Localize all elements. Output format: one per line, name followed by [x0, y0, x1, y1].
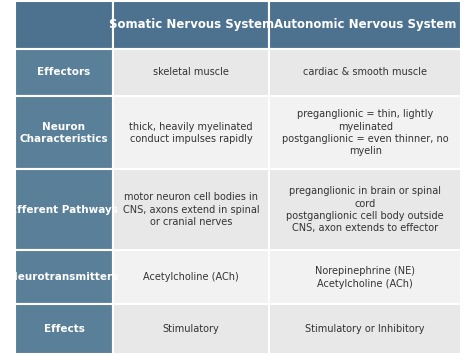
Bar	[113, 96, 269, 169]
Text: motor neuron cell bodies in
CNS, axons extend in spinal
or cranial nerves: motor neuron cell bodies in CNS, axons e…	[123, 192, 259, 227]
Text: preganglionic in brain or spinal
cord
postganglionic cell body outside
CNS, axon: preganglionic in brain or spinal cord po…	[286, 186, 444, 233]
Bar	[113, 169, 269, 250]
Bar	[15, 169, 113, 250]
Bar	[269, 304, 461, 354]
Text: cardiac & smooth muscle: cardiac & smooth muscle	[303, 67, 427, 77]
Bar	[15, 304, 113, 354]
Text: Efferent Pathways: Efferent Pathways	[10, 205, 118, 215]
Text: Effects: Effects	[44, 324, 84, 334]
Bar	[269, 49, 461, 96]
Text: thick, heavily myelinated
conduct impulses rapidly: thick, heavily myelinated conduct impuls…	[129, 121, 253, 144]
Bar	[113, 304, 269, 354]
Text: Effectors: Effectors	[37, 67, 91, 77]
Text: preganglionic = thin, lightly
myelinated
postganglionic = even thinner, no
myeli: preganglionic = thin, lightly myelinated…	[282, 109, 448, 157]
Text: Acetylcholine (ACh): Acetylcholine (ACh)	[143, 272, 239, 282]
Bar	[15, 250, 113, 304]
Bar	[269, 96, 461, 169]
Bar	[113, 1, 269, 49]
Bar	[269, 169, 461, 250]
Text: Somatic Nervous System: Somatic Nervous System	[109, 18, 273, 31]
Text: Neuron
Characteristics: Neuron Characteristics	[20, 121, 108, 144]
Text: skeletal muscle: skeletal muscle	[153, 67, 229, 77]
Text: Stimulatory: Stimulatory	[163, 324, 219, 334]
Bar	[269, 1, 461, 49]
Bar	[269, 250, 461, 304]
Text: Stimulatory or Inhibitory: Stimulatory or Inhibitory	[305, 324, 425, 334]
Bar	[113, 49, 269, 96]
Text: Neurotransmitters: Neurotransmitters	[9, 272, 119, 282]
Bar	[15, 49, 113, 96]
Bar	[15, 96, 113, 169]
Bar	[15, 1, 113, 49]
Bar	[113, 250, 269, 304]
Text: Norepinephrine (NE)
Acetylcholine (ACh): Norepinephrine (NE) Acetylcholine (ACh)	[315, 266, 415, 289]
Text: Autonomic Nervous System: Autonomic Nervous System	[274, 18, 456, 31]
